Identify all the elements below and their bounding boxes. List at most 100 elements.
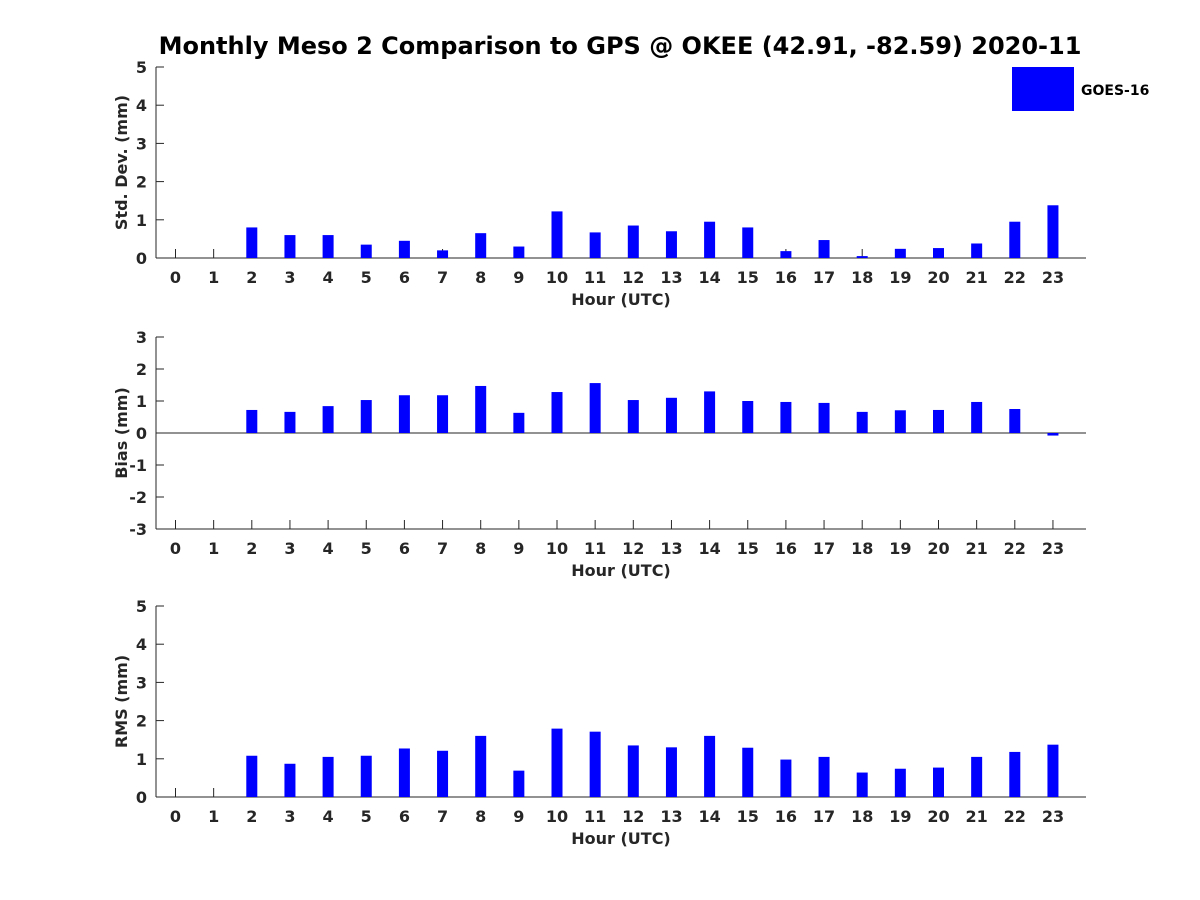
rms-y-tick-label: 5 <box>136 597 147 616</box>
bias-x-tick-label: 12 <box>622 539 644 558</box>
bias-x-tick-label: 7 <box>437 539 448 558</box>
stddev-x-tick-label: 19 <box>889 268 911 287</box>
bias-x-tick-label: 16 <box>775 539 797 558</box>
rms-bar <box>246 755 258 797</box>
rms-y-axis-label: RMS (mm) <box>112 655 131 748</box>
rms-bar <box>589 731 601 797</box>
stddev-bar <box>665 231 677 258</box>
rms-x-tick-label: 9 <box>513 807 524 826</box>
bias-x-tick-label: 22 <box>1004 539 1026 558</box>
rms-x-tick-label: 5 <box>361 807 372 826</box>
bias-x-tick-label: 10 <box>546 539 568 558</box>
bias-x-tick-label: 23 <box>1042 539 1064 558</box>
stddev-bar <box>360 244 372 258</box>
rms-bar <box>475 735 487 797</box>
bias-y-axis-label: Bias (mm) <box>112 387 131 479</box>
stddev-bar <box>551 211 563 258</box>
rms-x-tick-label: 2 <box>246 807 257 826</box>
rms-bar <box>742 747 754 797</box>
rms-x-tick-label: 3 <box>284 807 295 826</box>
rms-bar <box>818 756 830 797</box>
rms-x-tick-label: 14 <box>698 807 720 826</box>
rms-bar <box>437 750 449 797</box>
bias-bar <box>284 411 296 433</box>
bias-y-tick-label: -3 <box>129 520 147 539</box>
bias-bar <box>322 406 334 433</box>
stddev-bar <box>971 243 983 258</box>
rms-x-tick-label: 13 <box>660 807 682 826</box>
stddev-x-tick-label: 0 <box>170 268 181 287</box>
rms-x-tick-label: 18 <box>851 807 873 826</box>
legend: GOES-16 <box>1012 67 1149 111</box>
bias-bar <box>818 402 830 433</box>
bias-bar <box>551 392 563 433</box>
stddev-bar <box>437 250 449 258</box>
rms-x-tick-label: 6 <box>399 807 410 826</box>
rms-bar <box>856 772 868 797</box>
stddev-x-tick-label: 7 <box>437 268 448 287</box>
rms-x-tick-label: 4 <box>323 807 334 826</box>
rms-bar <box>551 728 563 797</box>
rms-x-tick-label: 20 <box>927 807 949 826</box>
rms-x-tick-label: 12 <box>622 807 644 826</box>
bias-bar <box>513 412 525 433</box>
bias-x-axis-label: Hour (UTC) <box>571 561 671 580</box>
stddev-bar <box>818 240 830 258</box>
stddev-x-tick-label: 4 <box>323 268 334 287</box>
bias-bar <box>627 400 639 433</box>
bias-bar <box>398 395 410 433</box>
bias-bar <box>589 383 601 433</box>
stddev-bar <box>856 256 868 258</box>
rms-bar <box>322 756 334 797</box>
stddev-x-tick-label: 3 <box>284 268 295 287</box>
stddev-x-tick-label: 22 <box>1004 268 1026 287</box>
stddev-bar <box>1047 205 1059 258</box>
stddev-x-axis-label: Hour (UTC) <box>571 290 671 309</box>
bias-x-tick-label: 5 <box>361 539 372 558</box>
stddev-x-tick-label: 13 <box>660 268 682 287</box>
stddev-bar <box>246 227 258 258</box>
bias-x-tick-label: 13 <box>660 539 682 558</box>
bias-bar <box>971 401 983 433</box>
rms-y-tick-label: 3 <box>136 673 147 692</box>
rms-x-tick-label: 21 <box>966 807 988 826</box>
bias-x-tick-label: 9 <box>513 539 524 558</box>
bias-bar <box>665 397 677 433</box>
stddev-x-tick-label: 12 <box>622 268 644 287</box>
rms-bar <box>360 755 372 797</box>
rms-bar <box>627 745 639 797</box>
stddev-y-tick-label: 1 <box>136 211 147 230</box>
rms-x-tick-label: 22 <box>1004 807 1026 826</box>
bias-bar <box>933 409 944 433</box>
rms-x-tick-label: 23 <box>1042 807 1064 826</box>
bias-x-tick-label: 17 <box>813 539 835 558</box>
bias-x-tick-label: 11 <box>584 539 606 558</box>
stddev-x-tick-label: 17 <box>813 268 835 287</box>
bias-x-tick-label: 19 <box>889 539 911 558</box>
rms-bar <box>513 770 525 797</box>
chart-title: Monthly Meso 2 Comparison to GPS @ OKEE … <box>159 32 1082 60</box>
rms-x-tick-label: 7 <box>437 807 448 826</box>
rms-x-tick-label: 11 <box>584 807 606 826</box>
bias-x-tick-label: 18 <box>851 539 873 558</box>
stddev-bar <box>322 235 334 258</box>
bias-x-tick-label: 6 <box>399 539 410 558</box>
bias-y-tick-label: 1 <box>136 392 147 411</box>
rms-y-tick-label: 2 <box>136 712 147 731</box>
rms-x-tick-label: 10 <box>546 807 568 826</box>
rms-y-tick-label: 0 <box>136 788 147 807</box>
stddev-y-tick-label: 0 <box>136 249 147 268</box>
stddev-bar <box>933 248 944 258</box>
stddev-x-tick-label: 15 <box>737 268 759 287</box>
stddev-x-tick-label: 23 <box>1042 268 1064 287</box>
bias-bar <box>1047 433 1059 436</box>
bias-bar <box>1009 409 1021 433</box>
stddev-bar <box>398 240 410 258</box>
bias-bar <box>475 385 487 433</box>
stddev-bar <box>284 235 296 258</box>
stddev-bar <box>1009 221 1021 258</box>
rms-bar <box>780 759 792 797</box>
rms-bar <box>933 767 944 797</box>
stddev-bar <box>780 251 792 258</box>
